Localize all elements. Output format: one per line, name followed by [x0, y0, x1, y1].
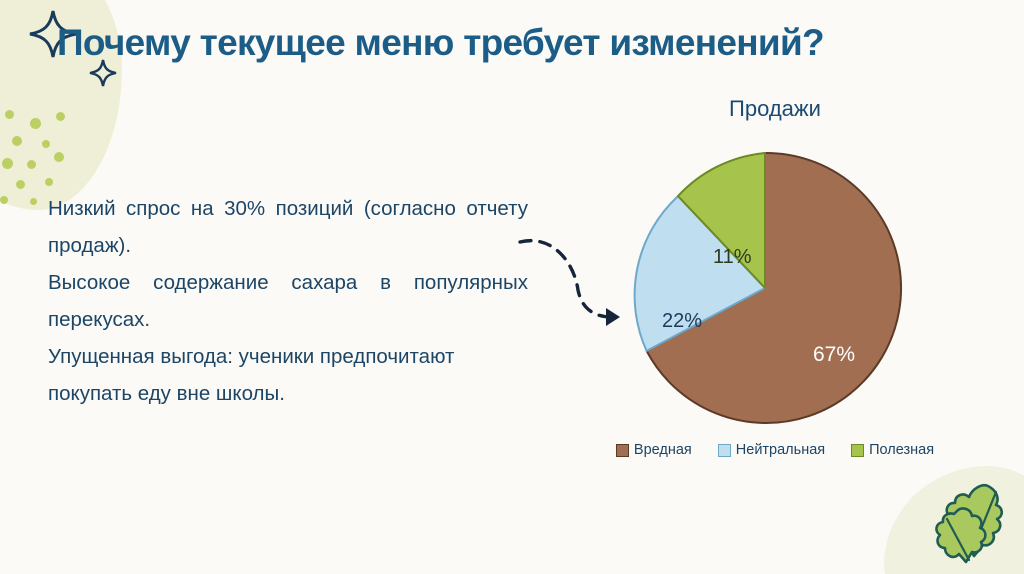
page-title: Почему текущее меню требует изменений? — [57, 22, 825, 63]
body-paragraph-3: Упущенная выгода: ученики предпочитают п… — [48, 345, 455, 405]
decorative-dot — [5, 110, 14, 119]
chart-legend: Вредная Нейтральная Полезная — [560, 442, 990, 458]
legend-item-neytralnaya[interactable]: Нейтральная — [717, 442, 826, 458]
legend-swatch-neytralnaya — [717, 443, 731, 457]
decorative-dot — [56, 112, 65, 121]
decorative-dot — [42, 140, 50, 148]
decorative-dot — [2, 158, 13, 169]
decorative-dot — [54, 152, 64, 162]
decorative-dot — [27, 160, 36, 169]
legend-swatch-vrednaya — [615, 443, 629, 457]
decorative-dot — [12, 136, 22, 146]
decorative-dot — [30, 198, 37, 205]
legend-label-vrednaya: Вредная — [633, 442, 692, 458]
legend-label-poleznaya: Полезная — [869, 442, 935, 458]
legend-item-poleznaya[interactable]: Полезная — [851, 442, 934, 458]
body-paragraph-2: Высокое содержание сахара в популярных п… — [48, 271, 528, 331]
decorative-dot — [30, 118, 41, 129]
pie-slice-poleznaya — [676, 151, 766, 291]
body-paragraph-1: Низкий спрос на 30% позиций (согласно от… — [48, 197, 528, 257]
decorative-dot — [0, 196, 8, 204]
decorative-dot — [16, 180, 25, 189]
decorative-leaves-icon — [935, 483, 1004, 564]
legend-item-vrednaya[interactable]: Вредная — [615, 442, 692, 458]
dashed-curved-arrow-icon — [518, 238, 620, 326]
decorative-dot — [45, 178, 53, 186]
chart-title: Продажи — [729, 96, 821, 121]
body-text-block: Низкий спрос на 30% позиций (согласно от… — [48, 190, 528, 412]
sparkle-small-icon — [88, 58, 118, 93]
pie-slice-neytralnaya — [633, 194, 767, 353]
sparkle-large-icon — [27, 8, 79, 67]
legend-swatch-poleznaya — [851, 443, 865, 457]
pie-plot-area: 67% 22% 11% — [560, 144, 990, 430]
pie-chart: Продажи 67% 22% 11% Вредная Нейт — [560, 96, 990, 486]
pie-slice-vrednaya — [645, 151, 903, 424]
legend-label-neytralnaya: Нейтральная — [735, 442, 826, 458]
